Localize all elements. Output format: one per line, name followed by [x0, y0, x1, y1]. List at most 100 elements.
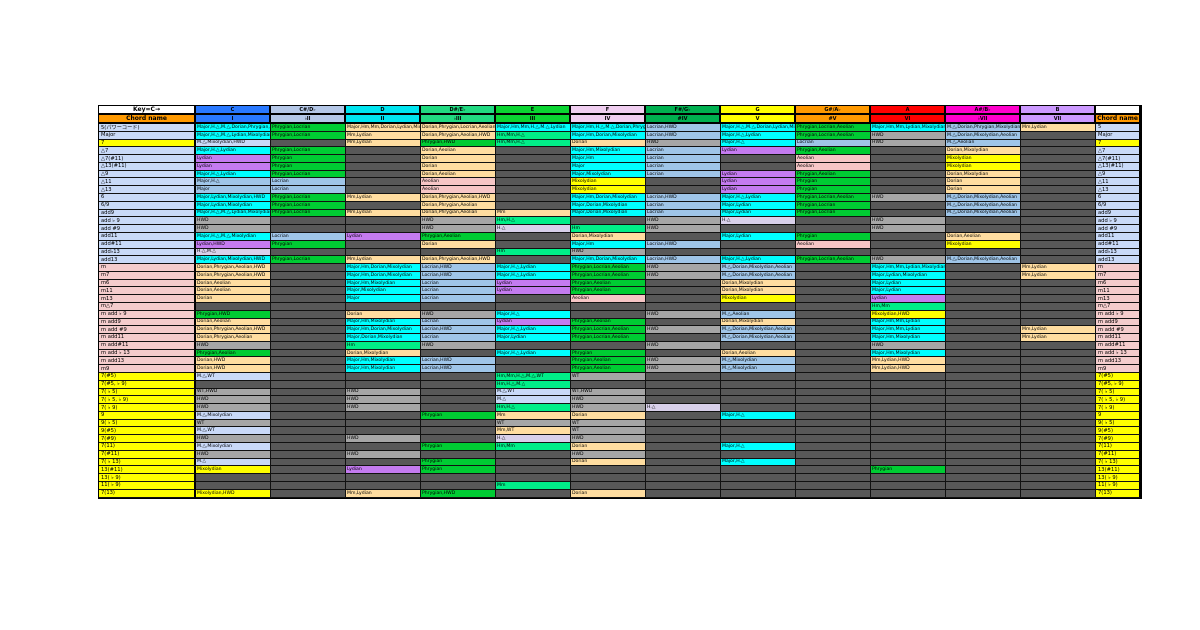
mode-cell-empty [496, 458, 571, 467]
row-label-right: add#11 [1096, 240, 1141, 249]
mode-cell: H.△ [496, 225, 571, 233]
row-label-right: m9 [1096, 365, 1141, 373]
mode-cell: Phrygian,Locrian [271, 194, 346, 202]
mode-cell: Lydian [871, 295, 946, 303]
mode-cell-empty [1021, 411, 1096, 420]
roman-degree-12: VII [1021, 115, 1096, 124]
mode-cell: Major,Lydian,Mixolydian [196, 201, 271, 210]
mode-cell-empty [1021, 474, 1096, 482]
mode-cell: Major,H.△ [721, 139, 796, 148]
mode-cell: Major,Hm,Mixolydian [346, 279, 421, 288]
mode-cell-empty [1021, 194, 1096, 202]
mode-cell: H.△ [721, 217, 796, 226]
mode-cell: Phrygian,Aeolian [571, 287, 646, 296]
mode-cell-empty [271, 427, 346, 436]
mode-cell-empty [871, 388, 946, 397]
mode-cell-empty [721, 248, 796, 257]
mode-cell: Locrian [421, 295, 496, 303]
mode-cell: Mm,Lydian [1021, 124, 1096, 132]
mode-cell: Phrygian,Locrian,Aeolian [571, 264, 646, 272]
mode-cell-empty [721, 162, 796, 171]
mode-cell: Major,Hm,Dorian,Mixolydian [571, 131, 646, 140]
mode-cell: H.△ [646, 404, 721, 412]
mode-cell: M.△,WT [196, 427, 271, 436]
mode-cell-empty [721, 489, 796, 498]
mode-cell: Phrygian,Locrian [271, 124, 346, 132]
mode-cell: HWD [871, 256, 946, 265]
mode-cell-empty [1021, 380, 1096, 389]
mode-cell-empty [646, 318, 721, 327]
mode-cell-empty [1021, 178, 1096, 187]
mode-cell: Dorian [571, 489, 646, 498]
row-label-right: △9 [1096, 170, 1141, 179]
mode-cell: Mm,Lydian [346, 139, 421, 148]
mode-cell: HWD [196, 404, 271, 412]
mode-cell: WT [196, 419, 271, 428]
mode-cell: HWD [571, 450, 646, 459]
mode-cell-empty [871, 201, 946, 210]
mode-cell-empty [346, 474, 421, 482]
mode-cell-empty [646, 450, 721, 459]
mode-cell: Hm [496, 248, 571, 257]
mode-cell-empty [721, 481, 796, 490]
mode-cell-empty [421, 302, 496, 311]
mode-cell-empty [1021, 170, 1096, 179]
mode-cell: Major,H.△,Lydian [496, 264, 571, 272]
mode-cell: Major,Lydian [496, 334, 571, 342]
mode-cell: Phrygian [421, 443, 496, 451]
mode-cell-empty [946, 435, 1021, 444]
mode-cell: M.△ [496, 396, 571, 405]
row-label-right: add♭13 [1096, 248, 1141, 257]
row-label-right: m11 [1096, 287, 1141, 296]
mode-cell: Major,Hm [571, 240, 646, 249]
mode-cell: HWD [346, 450, 421, 459]
mode-cell: WT,HWD [196, 388, 271, 397]
mode-cell: Major,H.△,Lydian [496, 349, 571, 358]
row-label: 13( ♭ 9) [99, 474, 196, 482]
row-label-right: m add11 [1096, 334, 1141, 342]
mode-cell: Phrygian,Locrian [796, 201, 871, 210]
mode-cell: Lydian [196, 162, 271, 171]
mode-cell: Phrygian,Locrian,Aeolian [571, 326, 646, 335]
mode-cell-empty [421, 373, 496, 381]
row-label-right: 9 [1096, 411, 1141, 420]
mode-cell: Major,Hm,Mm,Lydian,Mixolydian [871, 124, 946, 132]
roman-degree-11: ♭VII [946, 115, 1021, 124]
mode-cell-empty [1021, 295, 1096, 303]
mode-cell: M.△,Aeolian [946, 139, 1021, 148]
row-label-right: add #9 [1096, 225, 1141, 233]
mode-cell: Dorian,Mixolydian [721, 279, 796, 288]
mode-cell: M.△,Mixolydian [721, 357, 796, 366]
mode-cell: Dorian,Aeolian [421, 170, 496, 179]
mode-cell: WT [571, 373, 646, 381]
mode-cell-empty [796, 310, 871, 319]
chord-name-header-right: Chord name [1096, 115, 1141, 124]
row-label-right: m7 [1096, 271, 1141, 280]
mode-cell-empty [421, 419, 496, 428]
mode-cell: Lydian,HWD [196, 240, 271, 249]
mode-cell-empty [496, 466, 571, 475]
right-header-blank [1096, 106, 1141, 115]
mode-cell-empty [1021, 388, 1096, 397]
mode-cell-empty [271, 318, 346, 327]
mode-cell-empty [1021, 373, 1096, 381]
mode-cell: WT [496, 419, 571, 428]
mode-cell: Mm,Lydian [346, 489, 421, 498]
row-label-right: 7(11) [1096, 443, 1141, 451]
row-label-right: △11 [1096, 178, 1141, 187]
row-label: add13 [99, 256, 196, 265]
row-label: add ♭ 9 [99, 217, 196, 226]
mode-cell-empty [1021, 201, 1096, 210]
mode-cell-empty [496, 365, 571, 373]
mode-cell: Phrygian [796, 178, 871, 187]
mode-cell: Dorian [421, 155, 496, 163]
mode-cell: Dorian,Mixolydian [946, 147, 1021, 156]
mode-cell-empty [271, 287, 346, 296]
row-label: m add13 [99, 357, 196, 366]
mode-cell-empty [1021, 186, 1096, 195]
mode-cell-empty [1021, 131, 1096, 140]
mode-cell: Lydian [721, 170, 796, 179]
mode-cell-empty [646, 443, 721, 451]
mode-cell-empty [721, 427, 796, 436]
